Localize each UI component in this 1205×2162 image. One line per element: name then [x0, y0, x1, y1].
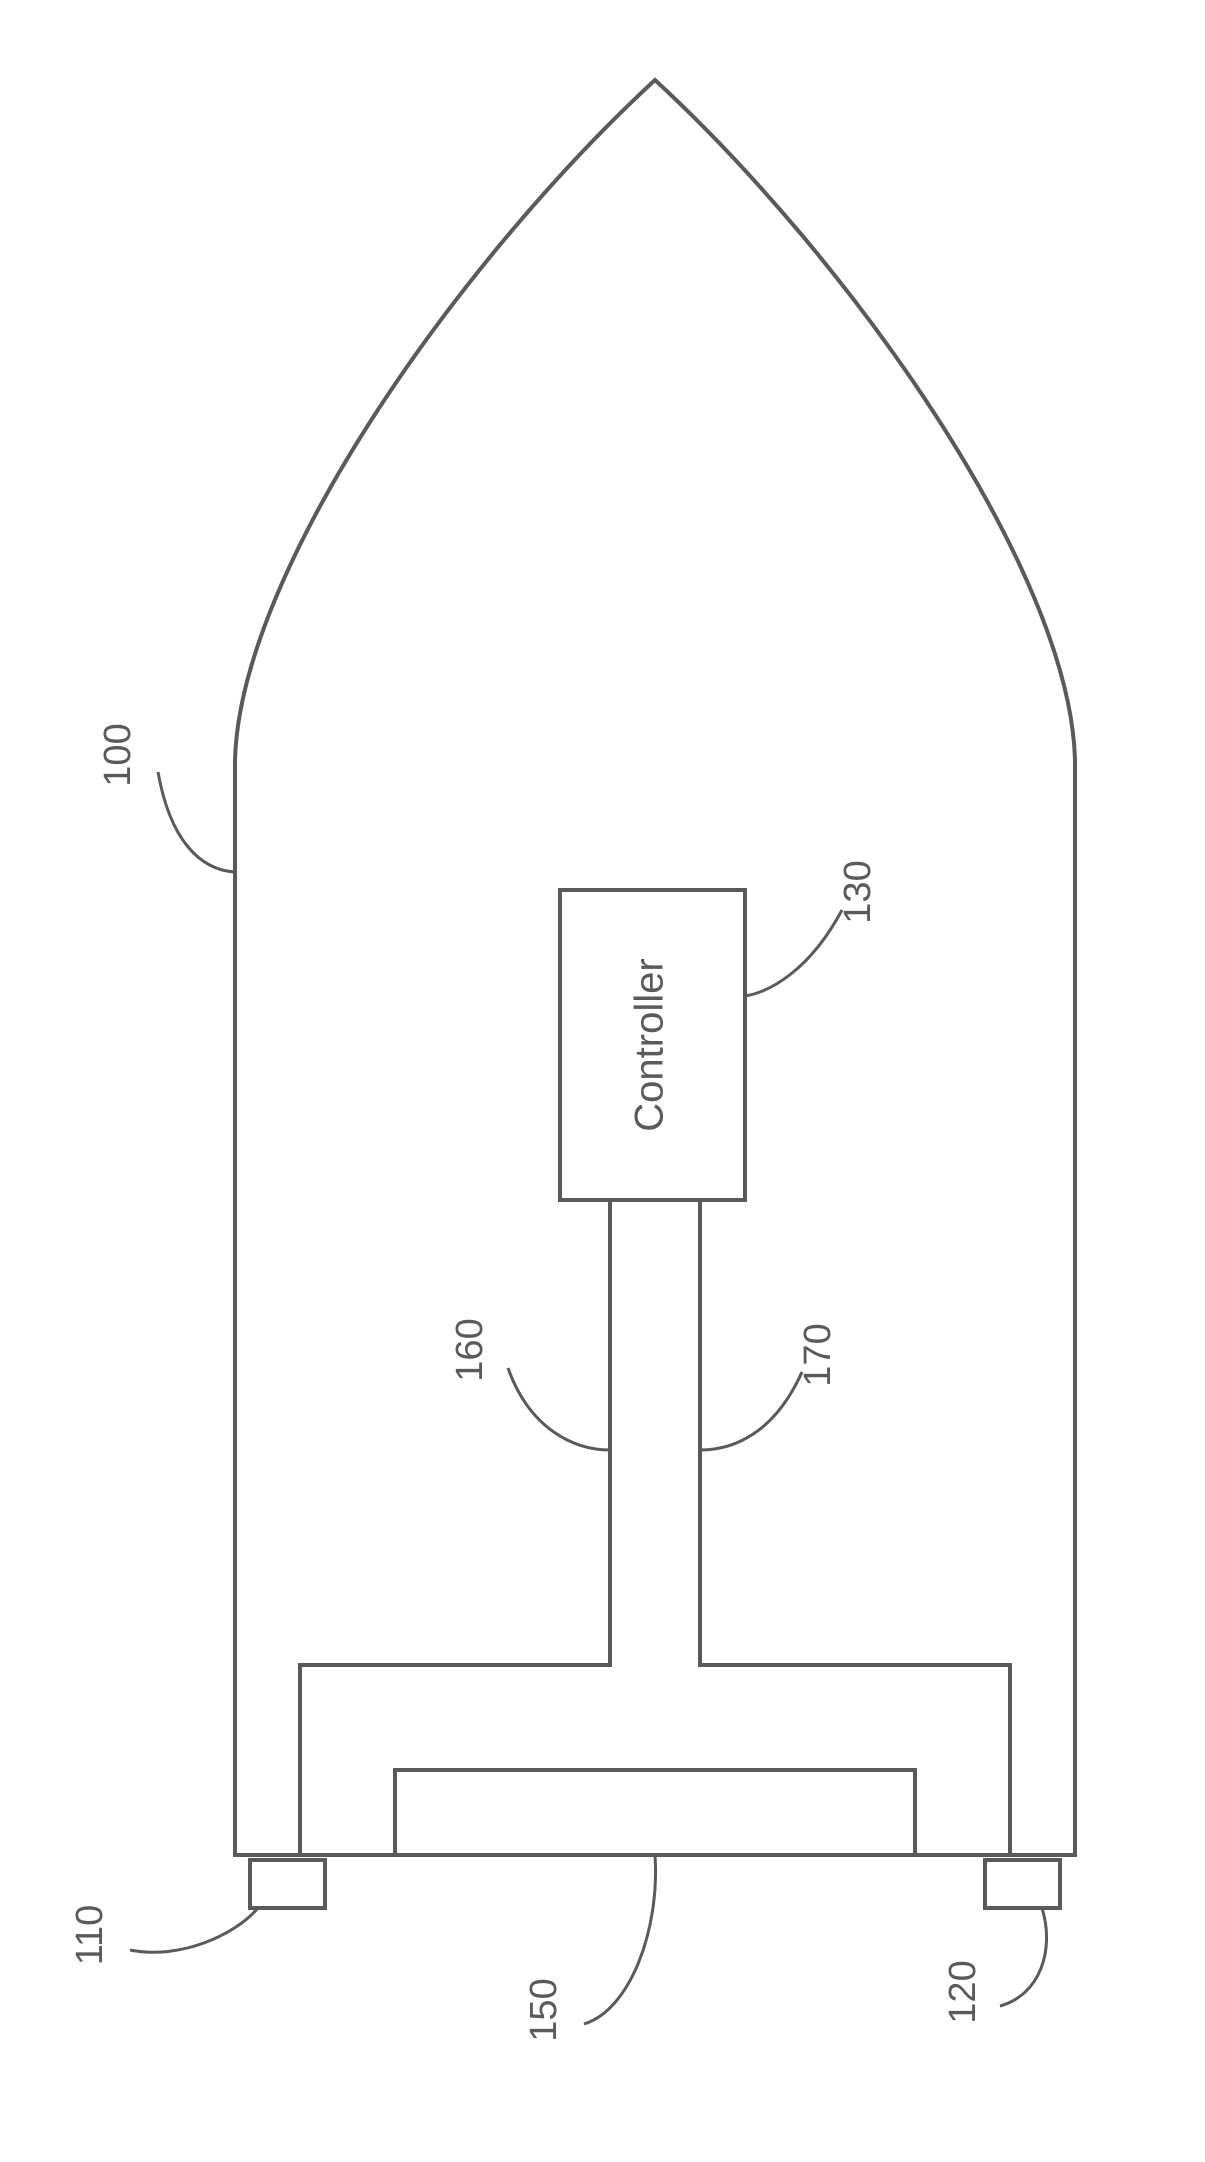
- drive-linkage-inner: [395, 1770, 915, 1855]
- controller-label: Controller: [628, 958, 672, 1131]
- leader-160: [508, 1368, 610, 1450]
- ref-150: 150: [523, 1978, 565, 2041]
- leader-110: [130, 1908, 258, 1952]
- ref-110: 110: [69, 1905, 111, 1966]
- ref-170: 170: [797, 1323, 839, 1386]
- diagram-svg: Controller 100 130 160 170 110 150 120: [0, 0, 1205, 2162]
- motor-starboard: [985, 1860, 1060, 1908]
- ref-160: 160: [449, 1318, 491, 1381]
- leader-120: [1000, 1908, 1047, 2006]
- leader-100: [158, 772, 235, 872]
- motor-port: [250, 1860, 325, 1908]
- leader-130: [745, 910, 842, 996]
- leader-150: [584, 1855, 656, 2024]
- ref-130: 130: [837, 860, 879, 923]
- patent-figure: Controller 100 130 160 170 110 150 120: [0, 0, 1205, 2162]
- drive-linkage: [300, 1200, 1010, 1855]
- ref-120: 120: [942, 1960, 984, 2023]
- ref-100: 100: [97, 723, 139, 786]
- leader-170: [700, 1372, 802, 1450]
